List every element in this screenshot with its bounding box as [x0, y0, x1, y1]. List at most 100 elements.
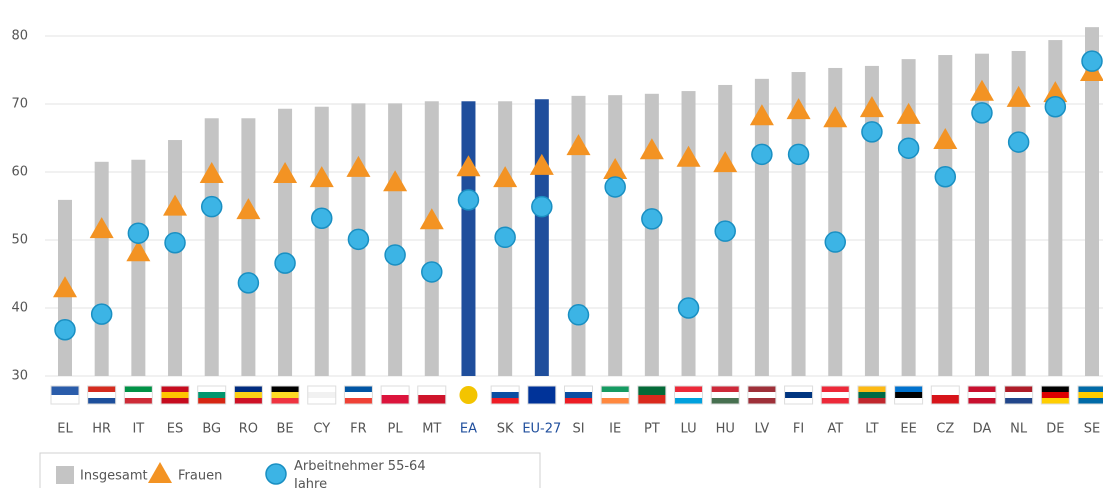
triangle-marker [823, 106, 848, 128]
triangle-marker [89, 217, 114, 239]
x-tick-label: DE [1046, 422, 1064, 437]
flag-stripe [564, 398, 593, 404]
bar [461, 101, 476, 376]
triangle-marker [309, 166, 334, 188]
x-tick-label: FR [350, 422, 367, 437]
flag-stripe [197, 392, 226, 398]
flag-stripe [784, 398, 813, 404]
circle-marker [265, 463, 287, 485]
x-tick-label: HU [716, 422, 735, 437]
triangle-marker [896, 102, 921, 124]
x-tick-label: SK [497, 422, 514, 437]
flag-border [784, 385, 814, 405]
flag-stripe [234, 386, 263, 392]
flag-stripe [674, 392, 703, 398]
flag-stripe [307, 398, 336, 404]
flag-stripe [417, 386, 446, 395]
flag [747, 385, 777, 405]
flag-stripe [601, 392, 630, 398]
flag-stripe [124, 392, 153, 398]
y-tick-label: 70 [11, 97, 28, 112]
flag-stripe [87, 386, 116, 392]
flag-border [197, 385, 227, 405]
flag [967, 385, 997, 405]
flag-stripe [1041, 398, 1070, 404]
flag [710, 385, 740, 405]
flag-stripe [894, 392, 923, 398]
triangle-marker [126, 240, 151, 262]
flag-stripe [1041, 386, 1070, 392]
flag-stripe [234, 398, 263, 404]
flag [564, 385, 593, 405]
flag-stripe [821, 398, 850, 404]
flag [459, 386, 478, 404]
triangle-marker [148, 462, 172, 483]
triangle-marker [1043, 81, 1068, 103]
flag-stripe [857, 392, 886, 398]
circle-marker [531, 195, 553, 218]
flag-stripe [197, 386, 226, 392]
circle-marker [714, 220, 736, 242]
circle-marker [457, 189, 480, 211]
flag-border [87, 385, 117, 405]
circle-marker [164, 231, 186, 254]
flag [307, 385, 337, 405]
flag-stripe [344, 398, 373, 404]
flag-stripe [51, 386, 79, 395]
flag-stripe [711, 392, 740, 398]
circle-marker [1044, 95, 1067, 118]
flag-border [270, 385, 300, 405]
flag-stripe [197, 398, 226, 404]
bar [864, 65, 879, 377]
legend-label: Frauen [178, 469, 222, 484]
triangle-marker [53, 276, 77, 298]
bar [974, 53, 989, 377]
flag-stripe [124, 398, 153, 404]
x-tick-label: HR [92, 422, 111, 437]
circle-marker [311, 207, 333, 229]
flag [380, 385, 410, 405]
flag [490, 385, 520, 405]
flag-stripe [491, 392, 520, 398]
flag-stripe [527, 386, 556, 404]
triangle-marker [236, 198, 261, 220]
triangle-marker [1006, 85, 1031, 107]
flag-border [527, 385, 557, 405]
flag-stripe [234, 392, 263, 398]
x-tick-label: MT [422, 422, 441, 437]
circle-marker [237, 272, 260, 294]
flag-stripe [564, 392, 593, 398]
bar [644, 93, 659, 377]
flag-stripe [821, 386, 850, 392]
flag-stripe [87, 392, 116, 398]
flag [857, 385, 887, 405]
flag [123, 385, 153, 405]
flag-border [710, 385, 740, 405]
flag-border [820, 385, 850, 405]
flag-stripe [857, 398, 886, 404]
flag-stripe [711, 398, 740, 404]
circle-marker [677, 297, 700, 319]
x-tick-label: EE [900, 422, 916, 437]
flag-border [307, 385, 337, 405]
bar [204, 118, 219, 376]
flag-border [1004, 385, 1034, 405]
x-tick-label: FI [793, 422, 804, 437]
flag-stripe [124, 386, 153, 392]
x-tick-label: EL [57, 422, 73, 437]
legend-marker [265, 463, 287, 485]
bar [424, 101, 439, 376]
flag-stripe [967, 386, 996, 392]
flag-stripe [821, 392, 850, 398]
flag-stripe [931, 386, 960, 395]
flag-stripe [784, 386, 813, 392]
triangle-marker [786, 98, 811, 120]
flag [1004, 385, 1034, 405]
flag [1040, 385, 1070, 405]
circle-marker [934, 166, 957, 188]
flag-stripe [161, 386, 190, 392]
x-tick-label: RO [239, 422, 258, 437]
circle-marker [90, 303, 113, 325]
flag-border [50, 385, 80, 405]
